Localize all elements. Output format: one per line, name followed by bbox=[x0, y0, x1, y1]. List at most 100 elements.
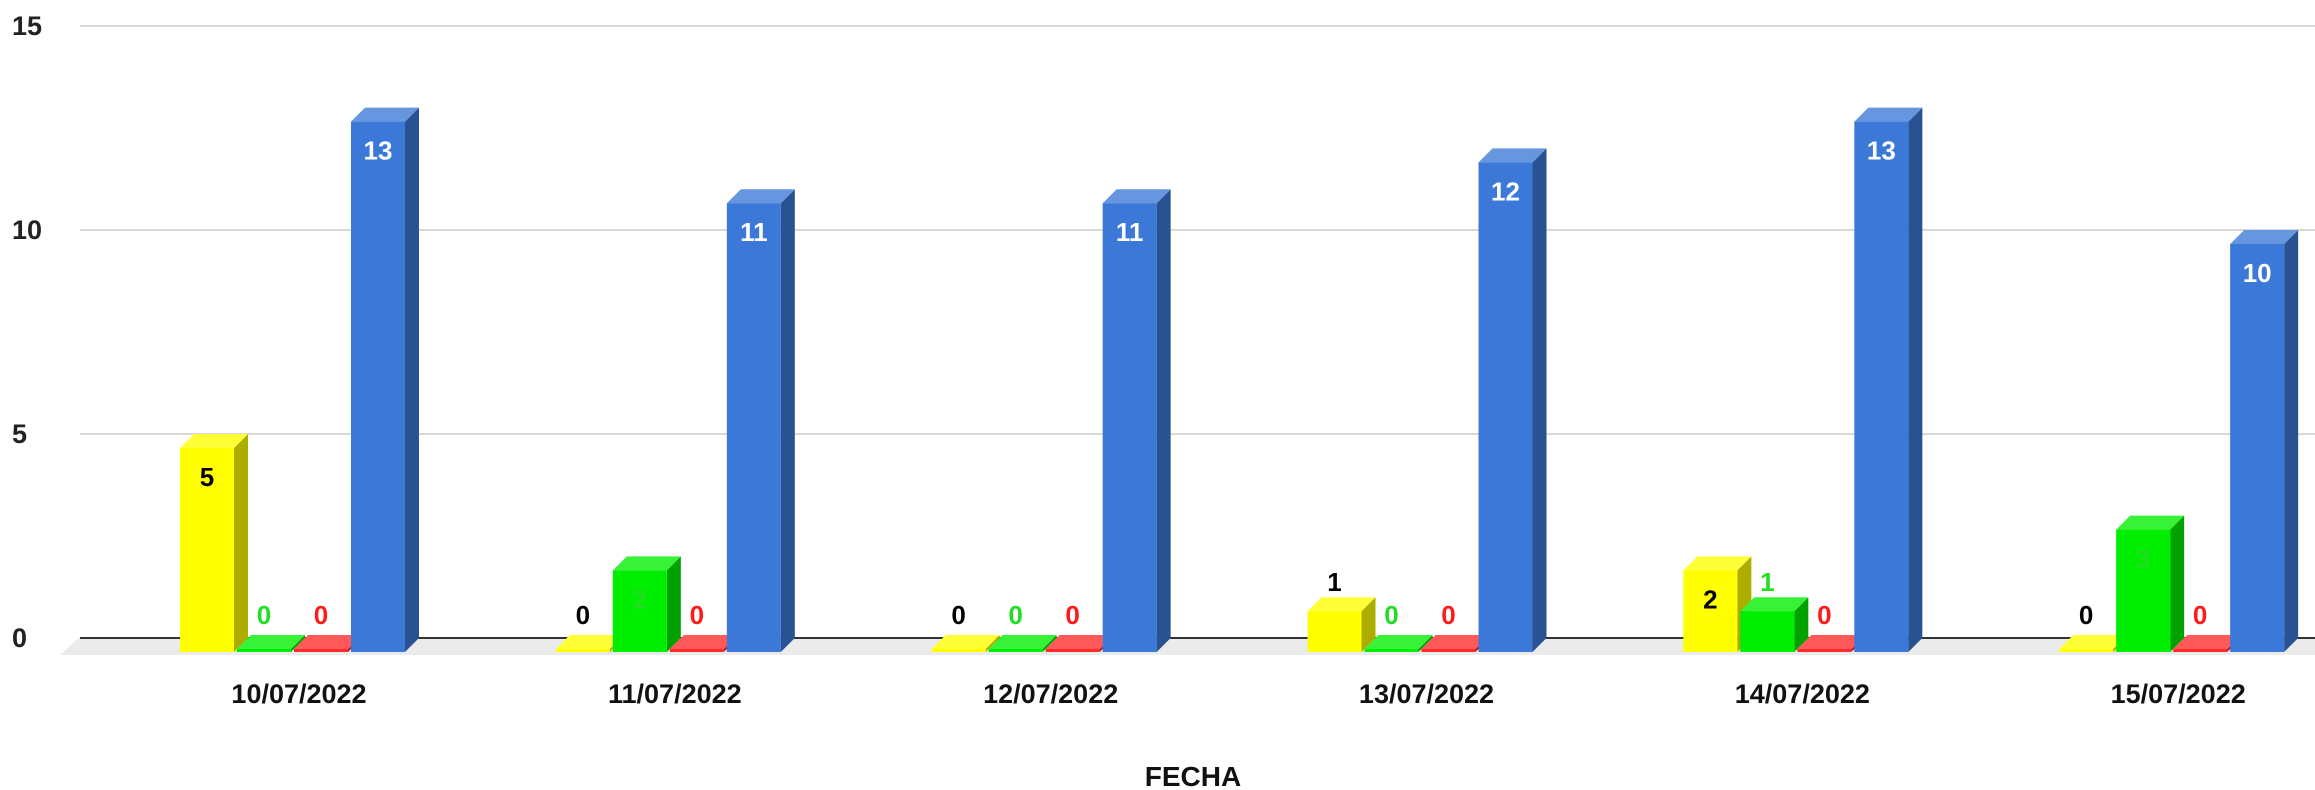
bar-top bbox=[1421, 635, 1490, 649]
bar-front bbox=[1797, 649, 1852, 652]
bar-front bbox=[1683, 570, 1738, 652]
bar bbox=[612, 556, 681, 652]
bar bbox=[1740, 597, 1809, 652]
x-tick-label: 12/07/2022 bbox=[983, 679, 1118, 709]
data-label: 0 bbox=[1008, 600, 1022, 630]
bar-top bbox=[555, 635, 624, 649]
data-label: 2 bbox=[1703, 584, 1717, 614]
bar-side bbox=[780, 189, 795, 652]
bar-top bbox=[1797, 635, 1866, 649]
data-label: 0 bbox=[257, 600, 271, 630]
bar bbox=[180, 434, 248, 652]
bar-side bbox=[666, 556, 681, 652]
data-label: 0 bbox=[314, 600, 328, 630]
bar-side bbox=[1532, 148, 1547, 652]
data-label: 11 bbox=[740, 217, 768, 247]
bar-front bbox=[555, 649, 610, 652]
bar-top bbox=[237, 635, 305, 649]
y-tick-label: 10 bbox=[12, 215, 42, 245]
data-label: 11 bbox=[1116, 217, 1144, 247]
gridlines bbox=[80, 25, 2315, 639]
bar-front bbox=[931, 649, 986, 652]
bar bbox=[237, 635, 305, 652]
bar-front bbox=[726, 203, 781, 652]
data-label: 13 bbox=[364, 136, 393, 166]
bar-front bbox=[988, 649, 1043, 652]
bar bbox=[2116, 515, 2185, 652]
data-label: 2 bbox=[633, 584, 647, 614]
bar-top bbox=[988, 635, 1057, 649]
data-label: 0 bbox=[1065, 600, 1079, 630]
data-label: 1 bbox=[1327, 567, 1341, 597]
bar-side bbox=[291, 635, 305, 652]
y-tick-label: 5 bbox=[12, 419, 27, 449]
bar-side bbox=[1361, 597, 1376, 652]
bar-top bbox=[1683, 556, 1752, 571]
bar-top bbox=[1364, 635, 1433, 649]
bar bbox=[1364, 635, 1433, 652]
y-tick-label: 15 bbox=[12, 11, 42, 41]
bar-front bbox=[351, 121, 405, 653]
bar-front bbox=[1478, 162, 1533, 652]
x-axis-title: FECHA bbox=[1145, 761, 1241, 790]
x-tick-label: 15/07/2022 bbox=[2111, 679, 2246, 709]
bar-top bbox=[1478, 148, 1547, 163]
data-label: 0 bbox=[951, 600, 965, 630]
bar-top bbox=[2173, 635, 2242, 649]
bar-side bbox=[1908, 107, 1923, 653]
data-label: 5 bbox=[200, 462, 214, 492]
bar-front bbox=[669, 649, 724, 652]
bar bbox=[931, 635, 1000, 652]
bar-front bbox=[180, 448, 234, 652]
bar-top bbox=[180, 434, 248, 448]
bar-front bbox=[2173, 649, 2228, 652]
bar-top bbox=[726, 189, 795, 204]
bar bbox=[988, 635, 1057, 652]
bar-front bbox=[1364, 649, 1419, 652]
bar-top bbox=[1045, 635, 1114, 649]
bar-side bbox=[405, 107, 419, 653]
bars bbox=[180, 107, 2299, 653]
data-label: 0 bbox=[1384, 600, 1398, 630]
bar bbox=[726, 189, 795, 652]
bar-front bbox=[294, 649, 348, 652]
y-tick-label: 0 bbox=[12, 623, 27, 653]
data-label: 3 bbox=[2136, 544, 2150, 574]
bar-top bbox=[612, 556, 681, 571]
bar bbox=[1102, 189, 1171, 652]
data-label: 0 bbox=[1817, 600, 1831, 630]
bar-top bbox=[1102, 189, 1171, 204]
data-label: 10 bbox=[2243, 258, 2272, 288]
bar-front bbox=[1102, 203, 1157, 652]
bar bbox=[2230, 230, 2299, 652]
bar-top bbox=[2116, 515, 2185, 530]
bar bbox=[1478, 148, 1547, 652]
x-tick-label: 10/07/2022 bbox=[231, 679, 366, 709]
data-label: 13 bbox=[1867, 136, 1896, 166]
bar-top bbox=[351, 107, 419, 122]
bar-front bbox=[2116, 529, 2171, 652]
data-label: 0 bbox=[2193, 600, 2207, 630]
bar-front bbox=[237, 649, 291, 652]
data-label: 1 bbox=[1760, 567, 1774, 597]
bar-top bbox=[1740, 597, 1809, 612]
bar-front bbox=[1421, 649, 1476, 652]
bar-front bbox=[1740, 611, 1795, 652]
bar bbox=[1307, 597, 1376, 652]
bar bbox=[351, 107, 419, 653]
bar-side bbox=[1042, 635, 1057, 652]
data-label: 0 bbox=[690, 600, 704, 630]
data-label: 0 bbox=[1441, 600, 1455, 630]
bar-top bbox=[669, 635, 738, 649]
bar-side bbox=[985, 635, 1000, 652]
x-tick-label: 11/07/2022 bbox=[608, 679, 742, 709]
data-label: 0 bbox=[576, 600, 590, 630]
bar-front bbox=[1854, 121, 1909, 653]
bar-side bbox=[1794, 597, 1809, 652]
bar-top bbox=[2059, 635, 2128, 649]
bar-front bbox=[612, 570, 667, 652]
bar-front bbox=[2230, 244, 2285, 652]
x-tick-label: 13/07/2022 bbox=[1359, 679, 1494, 709]
